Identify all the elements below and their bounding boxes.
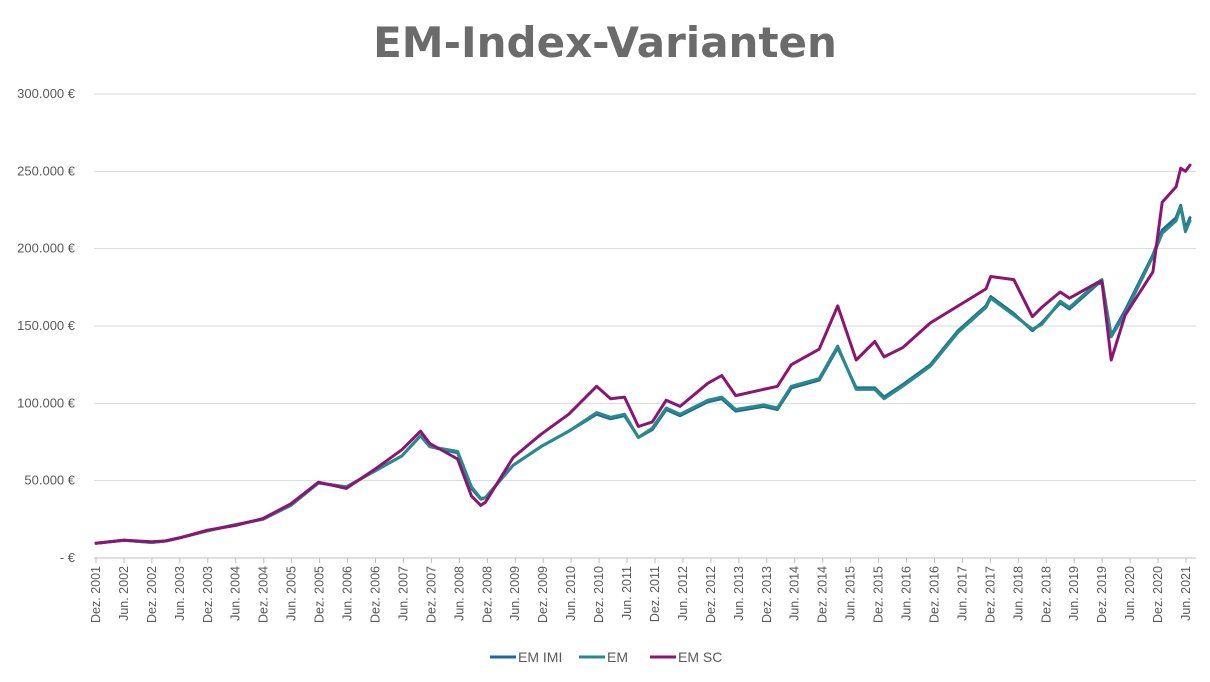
x-tick-label: Dez. 2011 — [648, 566, 662, 622]
x-tick-label: Jun. 2011 — [620, 566, 634, 620]
y-tick-label: 300.000 € — [17, 86, 76, 101]
x-tick-label: Jun. 2021 — [1179, 566, 1193, 621]
x-tick-label: Dez. 2004 — [257, 566, 271, 623]
x-tick-label: Jun. 2018 — [1011, 566, 1025, 621]
x-tick-label: Jun. 2017 — [955, 566, 969, 621]
x-tick-label: Jun. 2012 — [676, 566, 690, 621]
x-tick-label: Jun. 2002 — [117, 566, 131, 621]
x-tick-label: Dez. 2010 — [592, 566, 606, 623]
x-tick-label: Jun. 2013 — [732, 566, 746, 621]
y-tick-label: 50.000 € — [24, 473, 75, 488]
x-tick-label: Dez. 2015 — [872, 566, 886, 623]
x-tick-label: Dez. 2016 — [927, 566, 941, 623]
x-tick-label: Jun. 2010 — [564, 566, 578, 621]
x-tick-label: Jun. 2007 — [396, 566, 410, 621]
x-axis-ticks: Dez. 2001 Jun. 2002 Dez. 2002 Jun. 2003 Dez.… — [89, 558, 1193, 623]
x-tick-label: Dez. 2002 — [145, 566, 159, 623]
series-line-em-imi — [94, 203, 1192, 545]
x-tick-label: Dez. 2009 — [536, 566, 550, 623]
x-tick-label: Jun. 2016 — [900, 566, 914, 621]
x-tick-label: Jun. 2014 — [788, 566, 802, 621]
x-tick-label: Dez. 2006 — [368, 566, 382, 623]
x-tick-label: Jun. 2019 — [1067, 566, 1081, 621]
chart-title: EM-Index-Varianten — [373, 18, 837, 67]
x-tick-label: Dez. 2020 — [1151, 566, 1165, 623]
legend: EM IMI EM EM SC — [490, 649, 722, 665]
x-tick-label: Dez. 2001 — [89, 566, 103, 623]
x-tick-label: Dez. 2018 — [1039, 566, 1053, 623]
legend-label: EM SC — [678, 649, 722, 665]
x-tick-label: Dez. 2019 — [1095, 566, 1109, 623]
x-tick-label: Jun. 2003 — [173, 566, 187, 621]
x-tick-label: Dez. 2005 — [313, 566, 327, 623]
y-tick-label: 250.000 € — [17, 163, 76, 178]
y-tick-label: 100.000 € — [17, 395, 76, 410]
x-tick-label: Jun. 2015 — [844, 566, 858, 621]
x-tick-label: Jun. 2008 — [452, 566, 466, 621]
series-lines — [94, 163, 1192, 545]
series-line-em — [94, 205, 1192, 545]
x-tick-label: Jun. 2020 — [1123, 566, 1137, 621]
x-tick-label: Dez. 2003 — [201, 566, 215, 623]
series-line-em-sc — [94, 163, 1192, 545]
x-tick-label: Dez. 2014 — [816, 566, 830, 623]
legend-label: EM IMI — [518, 649, 562, 665]
y-axis-ticks: - € 50.000 € 100.000 € 150.000 € 200.000 € 25… — [17, 86, 76, 565]
x-tick-label: Dez. 2007 — [424, 566, 438, 623]
y-tick-label: 200.000 € — [17, 241, 76, 256]
x-tick-label: Dez. 2008 — [480, 566, 494, 623]
legend-label: EM — [607, 649, 628, 665]
x-tick-label: Jun. 2006 — [341, 566, 355, 621]
y-tick-label: - € — [60, 550, 76, 565]
x-tick-label: Jun. 2009 — [508, 566, 522, 621]
x-tick-label: Dez. 2012 — [704, 566, 718, 623]
gridlines — [94, 93, 1196, 482]
x-tick-label: Dez. 2013 — [760, 566, 774, 623]
y-tick-label: 150.000 € — [17, 318, 76, 333]
x-tick-label: Dez. 2017 — [983, 566, 997, 623]
x-tick-label: Jun. 2005 — [285, 566, 299, 621]
x-tick-label: Jun. 2004 — [229, 566, 243, 621]
